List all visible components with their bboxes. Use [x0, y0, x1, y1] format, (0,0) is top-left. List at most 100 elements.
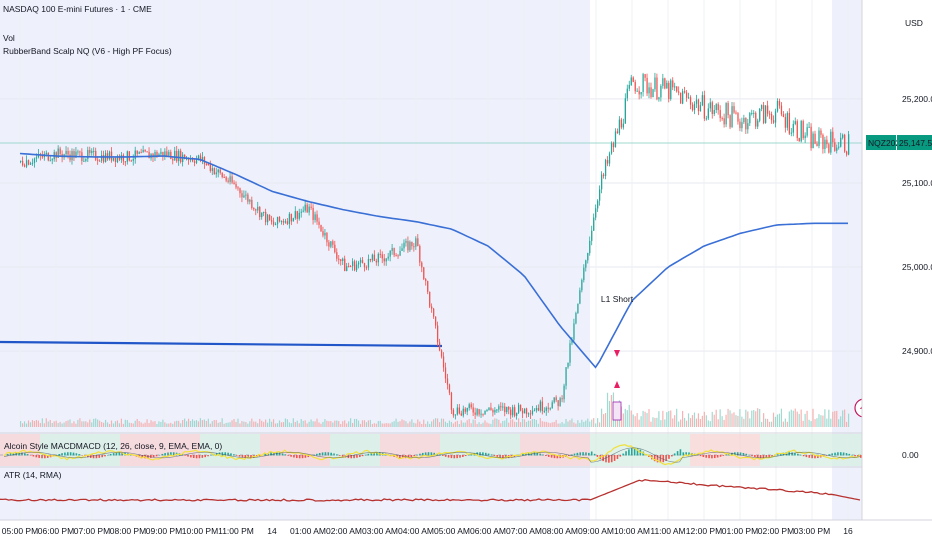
volume-bar	[268, 418, 271, 427]
candle-body	[512, 407, 514, 416]
volume-bar	[440, 418, 443, 427]
candle-body	[387, 256, 389, 259]
candle-body	[359, 259, 362, 263]
candle-body	[170, 151, 172, 160]
candle-body	[600, 174, 603, 190]
time-tick-label: 08:00 AM	[542, 526, 578, 536]
candle-body	[519, 404, 522, 411]
macd-histogram-bar	[244, 455, 247, 459]
volume-bar	[759, 409, 761, 427]
macd-histogram-bar	[184, 455, 186, 456]
macd-histogram-bar	[808, 455, 811, 458]
macd-histogram-bar	[367, 453, 370, 456]
macd-histogram-bar	[227, 452, 229, 456]
volume-bar	[351, 422, 354, 427]
candle-body	[569, 343, 571, 363]
volume-bar	[421, 423, 423, 427]
candle-body	[85, 158, 87, 161]
candle-body	[288, 213, 291, 224]
candle-body	[255, 209, 257, 211]
candle-body	[399, 250, 401, 256]
volume-bar	[824, 409, 826, 427]
candle-body	[71, 151, 73, 161]
macd-histogram-bar	[241, 455, 244, 458]
candle-body	[95, 150, 97, 160]
volume-bar	[492, 419, 494, 427]
volume-bar	[389, 423, 391, 427]
volume-bar	[571, 418, 573, 427]
candle-body	[308, 206, 310, 213]
volume-bar	[140, 422, 142, 427]
volume-bar	[666, 412, 668, 427]
candle-body	[717, 104, 719, 111]
candle-body	[768, 113, 771, 115]
macd-histogram-bar	[6, 454, 9, 456]
candle-body	[634, 81, 636, 92]
candle-body	[328, 242, 330, 247]
volume-bar	[154, 421, 156, 427]
candle-body	[468, 404, 470, 409]
volume-bar	[731, 413, 733, 427]
volume-bar	[814, 419, 816, 427]
candle-body	[514, 407, 516, 416]
volume-bar	[772, 412, 775, 427]
macd-histogram-bar	[814, 455, 816, 459]
macd-histogram-bar	[570, 454, 573, 456]
macd-histogram-bar	[107, 454, 109, 456]
volume-bar	[610, 395, 613, 427]
volume-bar	[29, 422, 32, 427]
volume-bar	[790, 409, 792, 427]
volume-bar	[49, 419, 51, 427]
macd-histogram-bar	[164, 453, 166, 456]
macd-histogram-bar	[719, 455, 722, 457]
candle-body	[583, 267, 585, 280]
candle-body	[494, 410, 496, 413]
volume-bar	[195, 420, 198, 427]
volume-label[interactable]: Vol	[3, 33, 15, 43]
volume-bar	[20, 421, 22, 427]
volume-bar	[818, 414, 820, 427]
candle-body	[415, 238, 417, 247]
strategy-label[interactable]: RubberBand Scalp NQ (V6 - High PF Focus)	[3, 46, 172, 56]
volume-bar	[417, 419, 419, 427]
macd-histogram-bar	[284, 454, 287, 456]
candle-body	[363, 263, 366, 268]
volume-bar	[589, 421, 591, 427]
candle-body	[231, 176, 233, 183]
atr-label[interactable]: ATR (14, RMA)	[4, 470, 62, 480]
candle-body	[571, 339, 573, 344]
volume-bar	[383, 423, 385, 427]
volume-bar	[39, 422, 41, 427]
volume-bar	[433, 419, 435, 427]
candle-body	[334, 244, 336, 253]
macd-trend-band	[120, 434, 200, 466]
volume-bar	[848, 413, 850, 427]
volume-bar	[61, 423, 63, 427]
candle-body	[221, 172, 223, 178]
candle-body	[423, 267, 425, 280]
price-tick-label: 25,200.00	[902, 94, 932, 104]
candle-body	[51, 159, 53, 161]
macd-histogram-bar	[673, 453, 676, 456]
volume-bar	[124, 419, 126, 427]
volume-bar	[166, 423, 168, 427]
volume-bar	[233, 419, 235, 427]
volume-bar	[581, 419, 583, 427]
volume-bar	[219, 422, 221, 427]
volume-bar	[836, 410, 838, 427]
candle-body	[41, 155, 44, 158]
macd-histogram-bar	[619, 455, 622, 457]
macd-histogram-bar	[433, 452, 436, 456]
volume-bar	[332, 422, 334, 427]
macd-histogram-bar	[338, 455, 341, 456]
candle-body	[711, 102, 713, 114]
volume-bar	[322, 421, 324, 427]
candle-body	[707, 108, 709, 119]
volume-bar	[595, 423, 597, 427]
volume-bar	[152, 421, 154, 427]
volume-bar	[784, 418, 786, 427]
macd-histogram-bar	[141, 455, 144, 458]
symbol-title[interactable]: NASDAQ 100 E-mini Futures · 1 · CME	[3, 4, 152, 14]
macd-label[interactable]: Alcoin Style MACDMACD (12, 26, close, 9,…	[4, 441, 223, 451]
